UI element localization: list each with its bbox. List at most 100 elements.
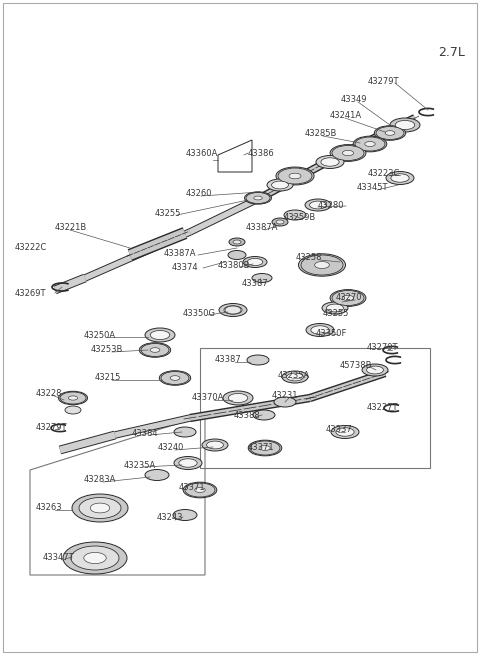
Ellipse shape	[299, 253, 346, 276]
Ellipse shape	[173, 510, 197, 521]
Text: 43235A: 43235A	[124, 460, 156, 470]
Ellipse shape	[185, 483, 215, 497]
Text: 43269T: 43269T	[15, 288, 47, 297]
Ellipse shape	[395, 121, 415, 130]
Text: 43387A: 43387A	[164, 248, 196, 257]
Ellipse shape	[65, 406, 81, 414]
Ellipse shape	[170, 376, 180, 381]
Text: 43370A: 43370A	[192, 394, 224, 403]
Ellipse shape	[310, 201, 326, 209]
Ellipse shape	[228, 394, 248, 403]
Ellipse shape	[376, 126, 404, 140]
Text: 43388: 43388	[234, 411, 261, 419]
Ellipse shape	[228, 250, 246, 259]
Ellipse shape	[90, 503, 110, 513]
Ellipse shape	[59, 391, 87, 405]
Ellipse shape	[355, 137, 385, 151]
Ellipse shape	[79, 498, 121, 519]
Ellipse shape	[69, 396, 78, 400]
Text: 43349: 43349	[341, 96, 368, 105]
Ellipse shape	[305, 199, 331, 211]
Ellipse shape	[174, 427, 196, 437]
Ellipse shape	[60, 392, 86, 404]
Text: 43386: 43386	[248, 149, 275, 157]
Ellipse shape	[72, 494, 128, 522]
Text: 43255: 43255	[323, 309, 349, 318]
Text: 43255: 43255	[155, 208, 181, 217]
Ellipse shape	[374, 126, 406, 140]
Ellipse shape	[161, 371, 189, 384]
Ellipse shape	[84, 552, 106, 563]
Text: 43228: 43228	[36, 388, 62, 398]
Text: 43350F: 43350F	[316, 329, 348, 337]
Ellipse shape	[260, 445, 270, 451]
Text: 43221B: 43221B	[55, 223, 87, 233]
Ellipse shape	[150, 348, 160, 352]
Text: 43270: 43270	[336, 293, 362, 303]
Ellipse shape	[233, 240, 241, 244]
Text: 2.7L: 2.7L	[438, 45, 465, 58]
Ellipse shape	[206, 441, 224, 449]
Text: 43380B: 43380B	[218, 261, 251, 269]
Text: 43371: 43371	[248, 443, 275, 453]
Ellipse shape	[145, 470, 169, 481]
Text: 43215: 43215	[95, 373, 121, 383]
Ellipse shape	[289, 173, 301, 179]
Ellipse shape	[342, 151, 354, 156]
Ellipse shape	[272, 218, 288, 226]
Ellipse shape	[336, 428, 354, 436]
Ellipse shape	[282, 371, 308, 383]
Ellipse shape	[252, 274, 272, 282]
Ellipse shape	[224, 306, 242, 314]
Ellipse shape	[330, 145, 366, 161]
Ellipse shape	[254, 196, 262, 200]
Ellipse shape	[159, 371, 191, 385]
Ellipse shape	[225, 306, 241, 314]
Ellipse shape	[353, 136, 387, 152]
Text: 43253B: 43253B	[91, 345, 123, 354]
Ellipse shape	[391, 174, 409, 182]
Text: 43227T: 43227T	[367, 403, 398, 413]
Text: 43243: 43243	[157, 514, 183, 523]
Ellipse shape	[253, 410, 275, 420]
Ellipse shape	[71, 546, 119, 570]
Text: 43240: 43240	[158, 443, 184, 453]
Ellipse shape	[223, 391, 253, 405]
Ellipse shape	[322, 302, 348, 314]
Ellipse shape	[315, 261, 329, 269]
Text: 43374: 43374	[172, 263, 199, 272]
Ellipse shape	[311, 326, 329, 334]
Text: 43250A: 43250A	[84, 331, 116, 339]
Text: 43241A: 43241A	[330, 111, 362, 119]
Ellipse shape	[367, 366, 384, 374]
Ellipse shape	[301, 255, 343, 275]
Ellipse shape	[306, 324, 334, 337]
Ellipse shape	[272, 181, 288, 189]
Ellipse shape	[274, 397, 296, 407]
Ellipse shape	[330, 290, 366, 307]
Ellipse shape	[276, 167, 314, 185]
Ellipse shape	[219, 303, 247, 316]
Ellipse shape	[202, 439, 228, 451]
Text: 43387A: 43387A	[246, 223, 278, 233]
Text: 43387: 43387	[215, 356, 242, 364]
Text: 43263: 43263	[36, 504, 62, 512]
Text: 43384: 43384	[132, 428, 158, 438]
Text: 43235A: 43235A	[278, 371, 310, 379]
Text: 43259B: 43259B	[284, 212, 316, 221]
Text: 43260: 43260	[186, 189, 213, 198]
Ellipse shape	[250, 441, 280, 455]
Ellipse shape	[244, 192, 272, 204]
Ellipse shape	[390, 118, 420, 132]
Text: 43279T: 43279T	[368, 77, 399, 86]
Text: 45738B: 45738B	[340, 360, 372, 369]
Ellipse shape	[365, 141, 375, 147]
Ellipse shape	[326, 304, 344, 312]
Ellipse shape	[174, 457, 202, 470]
Ellipse shape	[246, 193, 270, 204]
Ellipse shape	[150, 331, 170, 339]
Ellipse shape	[247, 259, 263, 265]
Ellipse shape	[145, 328, 175, 342]
Ellipse shape	[284, 210, 306, 220]
Text: 43283A: 43283A	[84, 476, 116, 485]
